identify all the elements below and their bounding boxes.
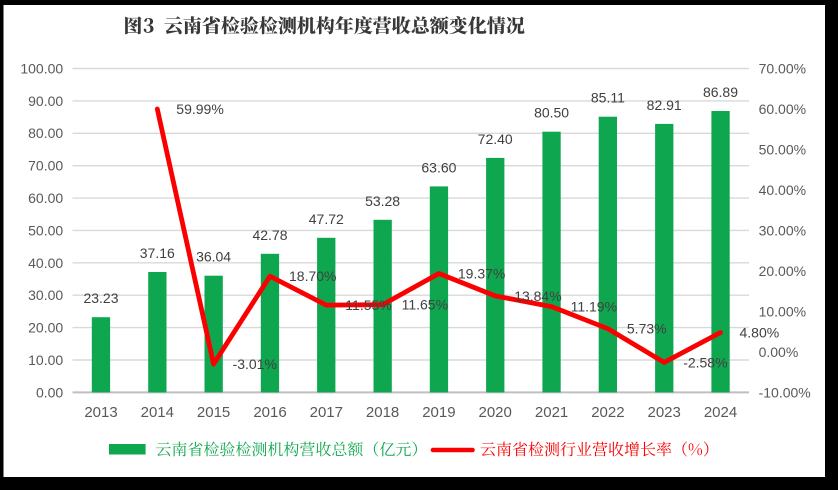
svg-text:36.04: 36.04 [196, 249, 231, 265]
svg-text:90.00: 90.00 [28, 93, 63, 109]
svg-text:60.00%: 60.00% [759, 101, 806, 117]
svg-text:40.00%: 40.00% [759, 182, 806, 198]
svg-text:47.72: 47.72 [309, 211, 344, 227]
svg-text:11.55%: 11.55% [345, 297, 391, 313]
svg-text:20.00: 20.00 [28, 320, 63, 336]
svg-text:2014: 2014 [141, 404, 174, 421]
svg-text:2024: 2024 [704, 404, 737, 421]
svg-text:11.65%: 11.65% [402, 297, 448, 313]
svg-text:2023: 2023 [648, 404, 681, 421]
svg-text:0.00: 0.00 [36, 384, 63, 400]
svg-text:80.50: 80.50 [534, 105, 569, 121]
svg-text:2020: 2020 [479, 404, 512, 421]
svg-text:5.73%: 5.73% [627, 321, 667, 337]
svg-text:-3.01%: -3.01% [233, 356, 277, 372]
svg-text:4.80%: 4.80% [740, 324, 780, 340]
svg-text:30.00: 30.00 [28, 287, 63, 303]
svg-text:85.11: 85.11 [591, 90, 625, 106]
svg-text:70.00%: 70.00% [759, 61, 806, 77]
svg-text:100.00: 100.00 [20, 61, 63, 77]
svg-text:2017: 2017 [310, 404, 343, 421]
svg-text:2013: 2013 [84, 404, 117, 421]
svg-text:86.89: 86.89 [703, 84, 738, 100]
svg-text:10.00: 10.00 [28, 352, 63, 368]
svg-text:2022: 2022 [591, 404, 624, 421]
svg-text:59.99%: 59.99% [176, 101, 223, 117]
svg-text:53.28: 53.28 [365, 193, 400, 209]
svg-text:2016: 2016 [253, 404, 286, 421]
svg-text:40.00: 40.00 [28, 255, 63, 271]
svg-text:72.40: 72.40 [478, 131, 513, 147]
svg-text:19.37%: 19.37% [458, 266, 505, 282]
svg-text:0.00%: 0.00% [759, 344, 799, 360]
svg-text:2021: 2021 [535, 404, 568, 421]
svg-text:80.00: 80.00 [28, 125, 63, 141]
svg-text:11.19%: 11.19% [571, 299, 617, 315]
svg-text:42.78: 42.78 [252, 227, 287, 243]
svg-text:23.23: 23.23 [83, 290, 118, 306]
svg-text:13.84%: 13.84% [514, 288, 561, 304]
svg-text:63.60: 63.60 [421, 159, 456, 175]
svg-text:2019: 2019 [422, 404, 455, 421]
svg-text:30.00%: 30.00% [759, 222, 806, 238]
svg-text:18.70%: 18.70% [289, 268, 336, 284]
svg-text:60.00: 60.00 [28, 190, 63, 206]
svg-text:-2.58%: -2.58% [683, 354, 727, 370]
svg-text:82.91: 82.91 [647, 97, 682, 113]
svg-text:37.16: 37.16 [140, 245, 175, 261]
svg-text:2018: 2018 [366, 404, 399, 421]
svg-text:-10.00%: -10.00% [759, 384, 811, 400]
svg-text:50.00%: 50.00% [759, 141, 806, 157]
svg-text:70.00: 70.00 [28, 158, 63, 174]
svg-text:2015: 2015 [197, 404, 230, 421]
svg-text:20.00%: 20.00% [759, 263, 806, 279]
svg-text:10.00%: 10.00% [759, 303, 806, 319]
svg-text:50.00: 50.00 [28, 222, 63, 238]
